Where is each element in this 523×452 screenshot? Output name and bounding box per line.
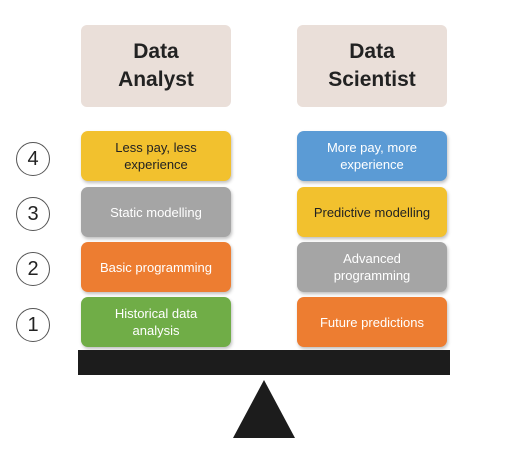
level-1-circle: 1 bbox=[16, 308, 50, 342]
scientist-level-2-box: Advanced programming bbox=[297, 242, 447, 292]
analyst-level-3-box: Static modelling bbox=[81, 187, 231, 237]
analyst-level-1-box: Historical data analysis bbox=[81, 297, 231, 347]
analyst-level-4-box: Less pay, less experience bbox=[81, 131, 231, 181]
analyst-level-2-box: Basic programming bbox=[81, 242, 231, 292]
level-2-circle: 2 bbox=[16, 252, 50, 286]
level-4-circle: 4 bbox=[16, 142, 50, 176]
data-scientist-header: Data Scientist bbox=[297, 25, 447, 107]
level-3-circle: 3 bbox=[16, 197, 50, 231]
fulcrum-triangle-icon bbox=[233, 380, 295, 438]
scientist-level-1-box: Future predictions bbox=[297, 297, 447, 347]
balance-beam bbox=[78, 350, 450, 375]
scientist-level-4-box: More pay, more experience bbox=[297, 131, 447, 181]
scientist-level-3-box: Predictive modelling bbox=[297, 187, 447, 237]
data-analyst-header: Data Analyst bbox=[81, 25, 231, 107]
